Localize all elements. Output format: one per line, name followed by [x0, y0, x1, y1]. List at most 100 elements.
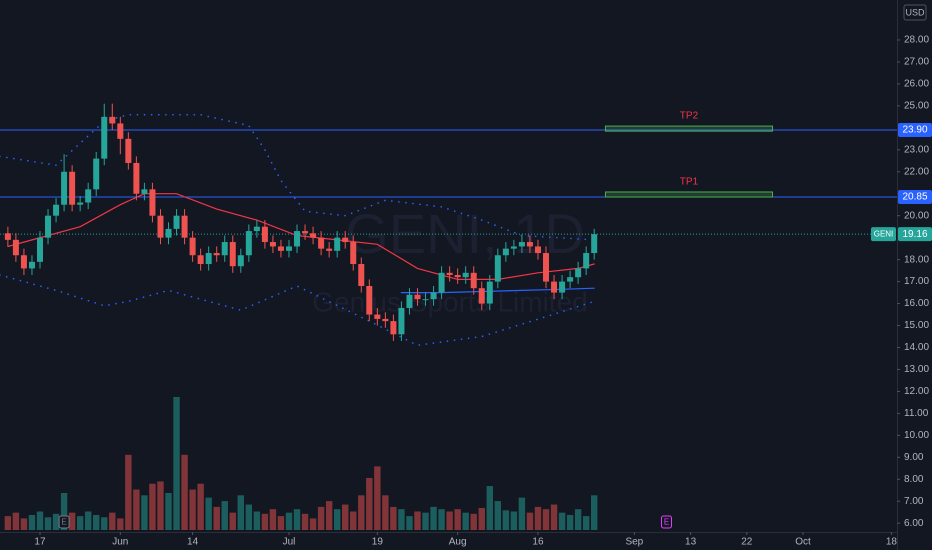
candle-body [205, 253, 212, 265]
candle-body [486, 281, 493, 304]
level-tag [898, 123, 932, 138]
volume-bar [526, 512, 534, 530]
candle-body [36, 237, 43, 262]
candle-body [350, 242, 357, 265]
candle-body [438, 272, 445, 293]
y-tick-label: 10.00 [904, 430, 929, 441]
candle-body [326, 248, 333, 251]
y-tick-label: 9.00 [904, 452, 924, 463]
symbol-tag [871, 227, 896, 242]
level-label: 23.90 [902, 125, 927, 136]
currency-box [903, 4, 927, 21]
volume-bar [590, 495, 598, 530]
y-tick-label: 22.00 [904, 166, 929, 177]
candle-body [269, 242, 276, 247]
x-tick-label: 19 [372, 537, 384, 548]
candle-body [85, 189, 92, 203]
volume-bar [117, 518, 124, 530]
volume-bar [494, 501, 502, 530]
candle-body [109, 116, 116, 124]
volume-bar [20, 518, 28, 530]
y-tick-label: 8.00 [904, 474, 924, 485]
volume-bar [229, 512, 236, 530]
last-price-tag [898, 227, 932, 242]
candle-body [12, 239, 19, 256]
candle-body [374, 314, 381, 319]
candle-body [342, 237, 349, 243]
volume-bar [534, 506, 542, 530]
volume-bar [574, 509, 582, 530]
volume-bar [358, 495, 365, 530]
volume-bar [221, 501, 228, 530]
volume-bar [301, 513, 309, 530]
volume-bar [285, 512, 293, 530]
volume-bar [60, 492, 68, 530]
candle-body [173, 215, 180, 229]
volume-bar [470, 513, 477, 530]
candle-body [526, 242, 533, 247]
x-tick-label: 18 [886, 537, 898, 548]
volume-bar [133, 489, 140, 530]
indicator-line [7, 193, 595, 280]
volume-bar [462, 512, 469, 530]
x-tick-label: Jun [112, 537, 128, 548]
volume-bar [542, 509, 550, 530]
volume-bar [309, 518, 317, 530]
volume-bar [277, 516, 285, 530]
candle-body [559, 281, 566, 293]
y-tick-label: 20.00 [904, 210, 929, 221]
volume-bar [68, 512, 76, 530]
candle-body [406, 294, 413, 308]
x-tick-label: 22 [741, 537, 753, 548]
event-marker [660, 515, 672, 529]
volume-bar [478, 508, 485, 530]
volume-bar [76, 516, 84, 530]
volume-bar [414, 511, 421, 530]
volume-bar [197, 483, 204, 530]
y-tick-label: 28.00 [904, 35, 929, 46]
x-tick-label: 13 [685, 537, 697, 548]
volume-bar [558, 512, 566, 530]
volume-bar [189, 489, 196, 530]
x-tick-label: Oct [795, 537, 811, 548]
volume-bar [157, 481, 164, 530]
x-tick-label: 17 [34, 537, 46, 548]
candle-body [149, 189, 156, 216]
candle-body [318, 237, 325, 249]
y-tick-label: 6.00 [904, 518, 924, 529]
volume-bar [36, 511, 44, 530]
candle-body [197, 255, 204, 265]
x-tick-label: Jul [283, 537, 296, 548]
y-tick-label: 18.00 [904, 254, 929, 265]
y-tick-label: 15.00 [904, 320, 929, 331]
volume-bar [261, 513, 269, 530]
volume-bar [4, 516, 12, 530]
candle-body [302, 231, 309, 234]
candle-body [157, 215, 164, 238]
candle-body [430, 292, 437, 300]
candle-body [518, 242, 525, 247]
y-tick-label: 14.00 [904, 342, 929, 353]
volume-bar [93, 514, 100, 530]
volume-bar [109, 512, 116, 530]
volume-bar [502, 510, 510, 530]
volume-bar [325, 501, 333, 530]
candle-body [543, 253, 550, 282]
volume-bar [430, 506, 437, 530]
candle-body [510, 246, 517, 249]
candle-body [141, 189, 148, 194]
target-box [604, 191, 774, 198]
candle-body [253, 226, 260, 232]
indicator-line [0, 113, 595, 241]
candle-body [45, 215, 52, 238]
y-tick-label: 26.00 [904, 79, 929, 90]
y-tick-label: 13.00 [904, 364, 929, 375]
candle-body [534, 246, 541, 254]
candle-body [454, 275, 461, 278]
candle-body [398, 307, 405, 335]
volume-bar [84, 511, 92, 530]
y-tick-label: 7.00 [904, 496, 924, 507]
volume-bar [446, 511, 453, 530]
volume-bar [550, 504, 558, 530]
